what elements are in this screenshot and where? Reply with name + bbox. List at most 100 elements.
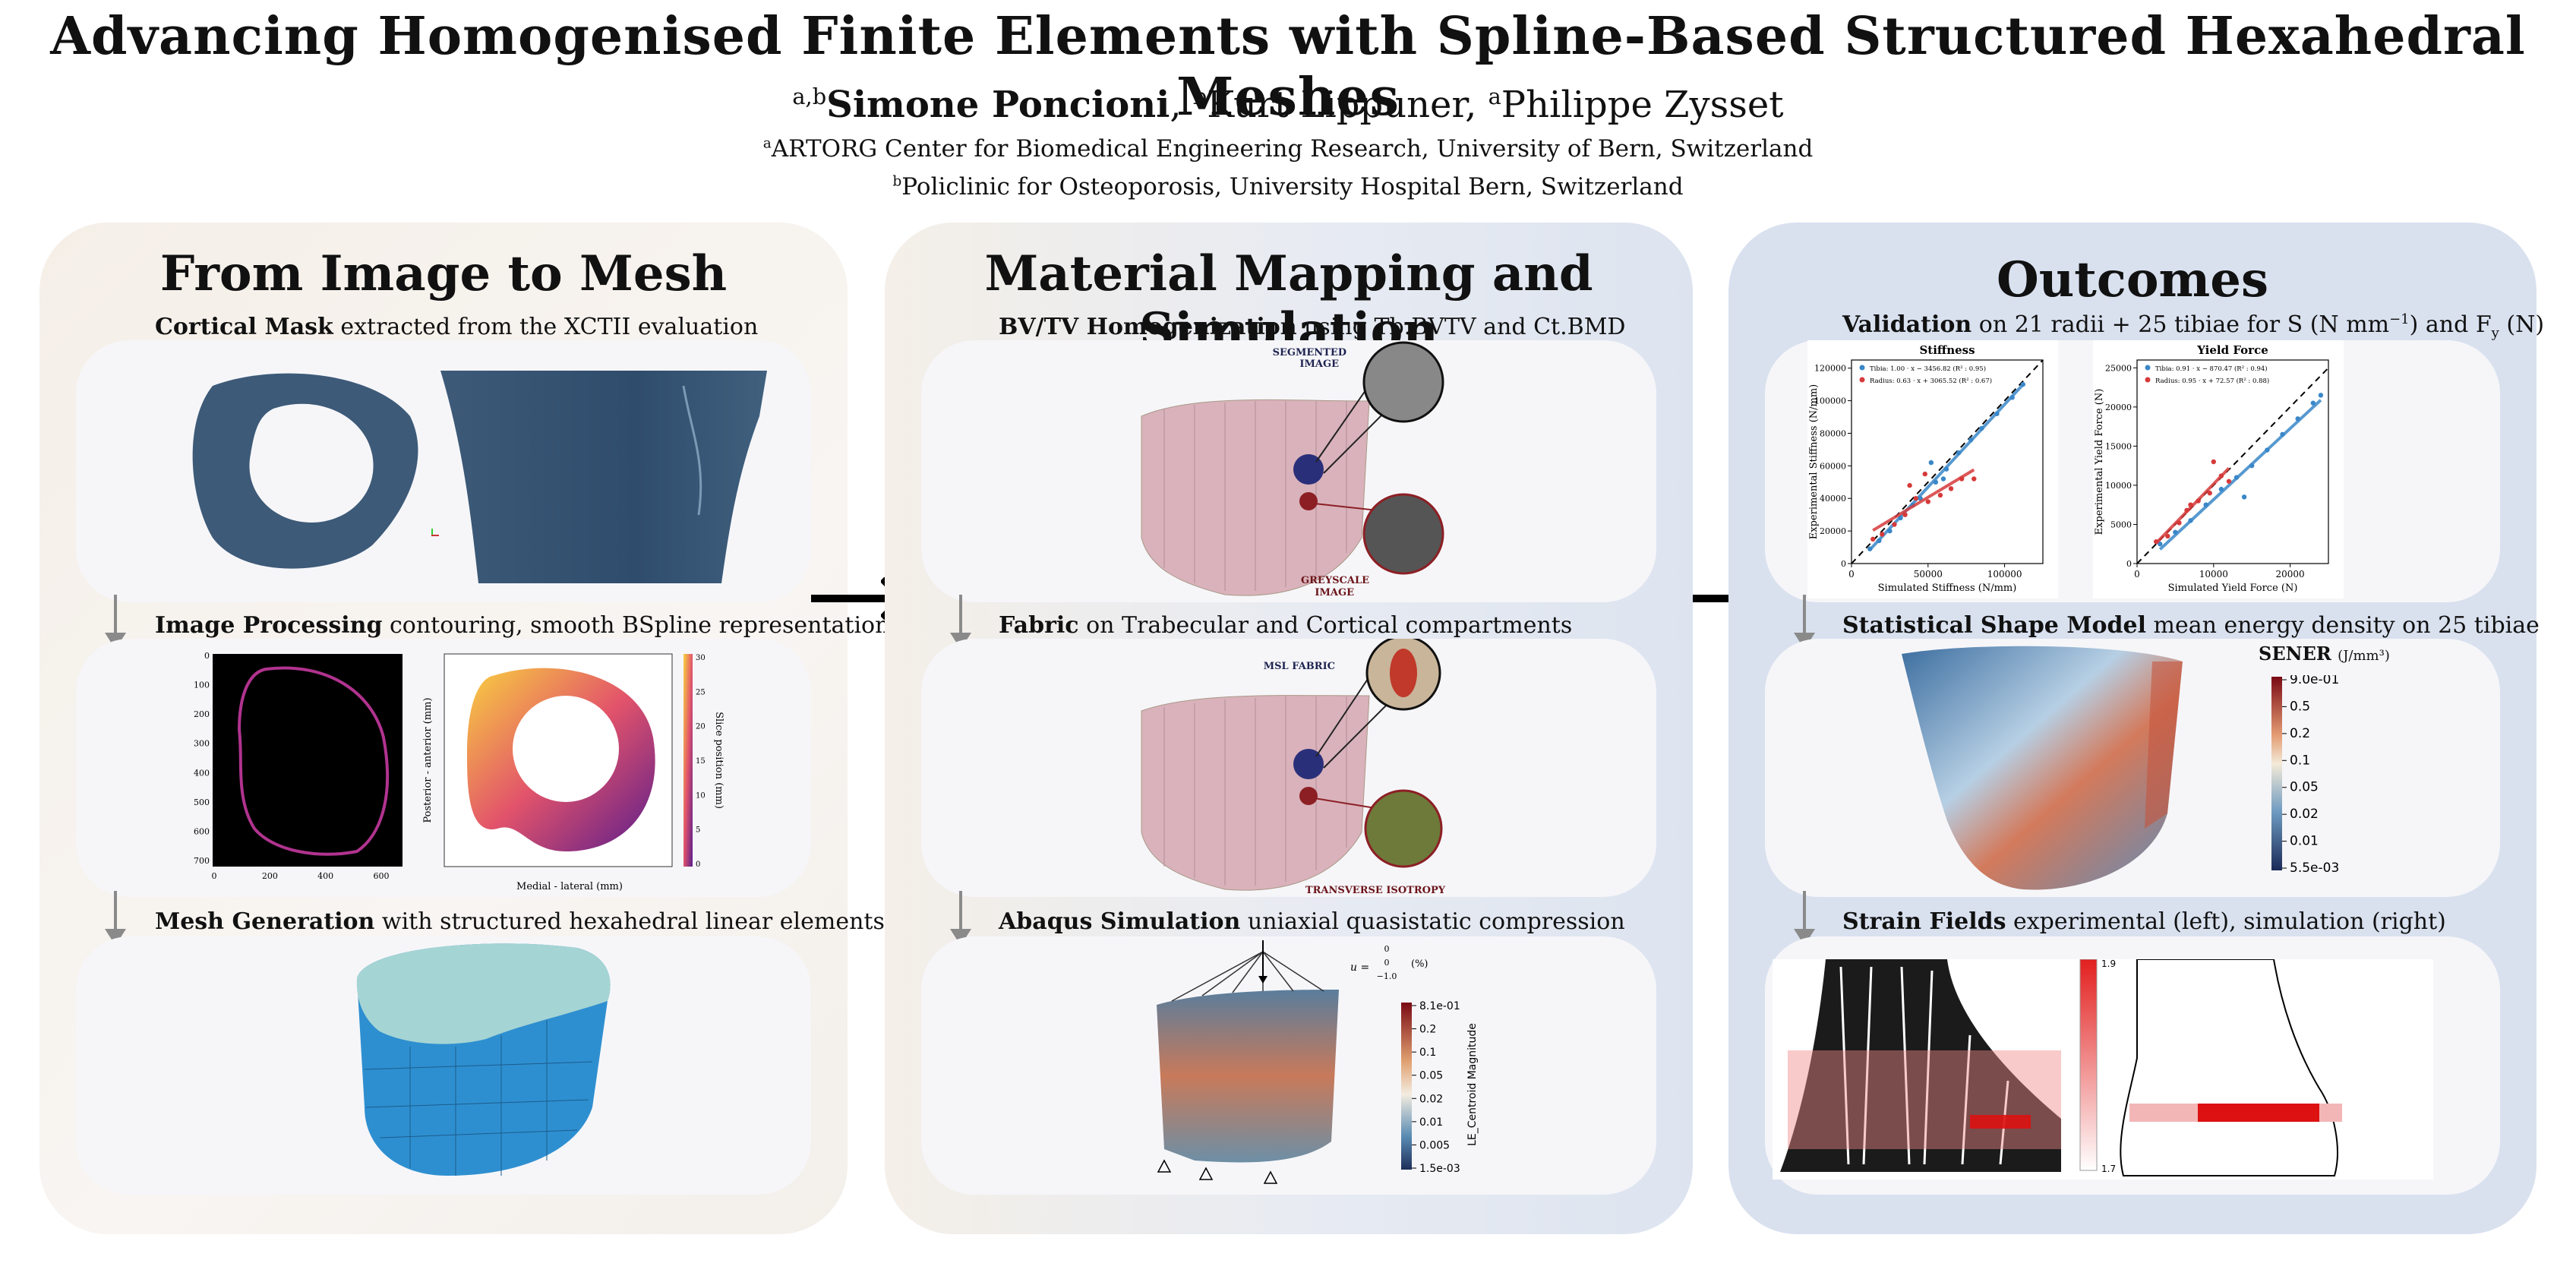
panel-outcomes: Outcomes Validation on 21 radii + 25 tib…	[1728, 223, 2544, 1234]
x-axis-label: Simulated Stiffness (N/mm)	[1878, 583, 2017, 594]
flow-arrow-down	[1794, 595, 1815, 649]
data-point	[1913, 496, 1918, 501]
data-point	[1971, 476, 1977, 482]
caption-text-2: ) and F	[2409, 311, 2492, 338]
data-point	[1943, 466, 1949, 472]
section-caption-ssm: Statistical Shape Model mean energy dens…	[1842, 612, 2540, 639]
panel-transition-arrow	[811, 595, 910, 602]
affiliation-b-text: Policlinic for Osteoporosis, University …	[901, 173, 1684, 201]
legend-entry: Tibia: 0.91 · x − 870.47 (R² : 0.94)	[2155, 365, 2268, 373]
caption-text: on Trabecular and Cortical compartments	[1078, 612, 1573, 639]
colorbar-tick-label: 0.1	[1419, 1047, 1436, 1059]
label-segmented-line1: SEGMENTED	[1273, 347, 1346, 358]
sener-unit: (J/mm³)	[2338, 648, 2390, 664]
data-point	[1867, 546, 1873, 551]
poster-title: Advancing Homogenised Finite Elements wi…	[50, 6, 2526, 128]
card-mesh-generation	[76, 936, 811, 1195]
y-tick-label: 300	[194, 739, 210, 749]
affiliation-a: aARTORG Center for Biomedical Engineerin…	[0, 135, 2576, 163]
card-bvtv-homogenization: SEGMENTED IMAGE GREYSCALE IMAGE	[921, 340, 1656, 602]
data-point	[1956, 450, 1962, 456]
author1-affiliation-mark: a,b	[792, 84, 827, 109]
data-point	[2249, 463, 2255, 469]
caption-bold: Image Processing	[155, 612, 383, 639]
data-point	[2158, 542, 2163, 547]
bc-vector-0: 0	[1384, 944, 1390, 954]
author-list: a,bSimone Poncioni, bKurt Lippuner, aPhi…	[792, 84, 1784, 126]
sener-label: SENER	[2259, 643, 2331, 665]
data-point	[1892, 522, 1897, 527]
data-point	[1959, 476, 1965, 482]
data-point	[1877, 538, 1882, 544]
section-caption-fabric: Fabric on Trabecular and Cortical compar…	[999, 612, 1572, 639]
chart-title: Yield Force	[2196, 343, 2268, 357]
data-point	[1880, 532, 1885, 537]
colorbar-tick-label: 20	[696, 723, 706, 731]
data-point	[1870, 536, 1876, 542]
y-tick-label: 0	[1841, 559, 1846, 569]
data-point	[2188, 502, 2193, 507]
ssm-energy-density-image	[1902, 646, 2183, 890]
data-point	[2211, 459, 2216, 465]
legend-entry: Radius: 0.95 · x + 72.57 (R² : 0.88)	[2155, 377, 2269, 385]
data-point	[1968, 437, 1974, 443]
y-tick-label: 0	[204, 651, 210, 661]
regression-line	[1872, 468, 1975, 532]
x-tick-label: 0	[212, 871, 217, 881]
data-point	[1940, 476, 1946, 482]
data-point	[2280, 431, 2285, 437]
contour-plot-y-ticks: 0 100 200 300 400 500 600 700	[194, 651, 210, 866]
card-image-processing: 0 100 200 300 400 500 600 700 0 200 400 600 Medial…	[76, 639, 811, 897]
caption-bold: Abaqus Simulation	[999, 908, 1241, 935]
caption-text: experimental (left), simulation (right)	[2006, 908, 2446, 935]
panel-material-mapping: Material Mapping and Simulation BV/TV Ho…	[885, 223, 1693, 1234]
data-point	[1922, 471, 1927, 477]
identity-line	[1851, 359, 2044, 564]
label-greyscale-line2: IMAGE	[1315, 587, 1354, 598]
cortical-mask-surface-image	[440, 371, 767, 583]
colorbar-tick-label: 1.5e-03	[1419, 1163, 1460, 1175]
fabric-mesh-illustration: MSL FABRIC TRANSVERSE ISOTROPY	[1141, 639, 1446, 896]
data-point	[2203, 502, 2208, 507]
panel-title: Outcomes	[1997, 251, 2268, 308]
stiffness-scatter-chart: Stiffness 0 50000 100000 0 20000 40000 60000 800…	[1807, 340, 2058, 598]
bspline-colorbar-ticks: 30 25 20 15 10 5 0	[696, 654, 706, 869]
legend-marker	[2145, 365, 2151, 371]
caption-text: contouring, smooth BSpline representatio…	[382, 612, 890, 639]
data-point	[2241, 494, 2247, 500]
data-point	[2265, 447, 2270, 453]
data-point	[2165, 533, 2170, 539]
data-point	[2226, 478, 2232, 484]
colorbar-tick-label: 0.01	[1419, 1116, 1443, 1129]
colorbar-tick-label: 0.5	[2290, 699, 2310, 714]
data-point	[2154, 538, 2159, 545]
sener-colorbar: 9.0e-01 0.5 0.2 0.1 0.05 0.02 0.01 5.5e-03	[2271, 675, 2339, 876]
panel-title: From Image to Mesh	[159, 245, 728, 302]
y-tick-label: 500	[194, 797, 210, 807]
bspline-y-label: Posterior - anterior (mm)	[422, 697, 434, 823]
x-tick-label: 400	[317, 871, 333, 881]
data-point	[2207, 491, 2212, 496]
flow-arrow-down	[950, 595, 971, 649]
y-axis-label: Experimental Stiffness (N/mm)	[1808, 384, 1820, 539]
x-axis-label: Simulated Yield Force (N)	[2168, 583, 2298, 594]
x-tick-label: 20000	[2276, 569, 2305, 579]
bc-vector-1: 0	[1384, 958, 1390, 968]
caption-subscript: y	[2491, 325, 2499, 341]
x-tick-label: 0	[2134, 569, 2140, 579]
chart-background	[2093, 340, 2344, 598]
data-point	[1887, 528, 1893, 534]
data-point	[1925, 499, 1930, 504]
data-point	[2295, 416, 2300, 422]
y-tick-label: 700	[194, 856, 210, 866]
bc-vector-2: −1.0	[1377, 971, 1397, 981]
label-greyscale-line1: GREYSCALE	[1301, 575, 1369, 586]
data-point	[2020, 381, 2025, 387]
data-point	[1933, 479, 1939, 485]
data-point	[2177, 520, 2182, 526]
y-tick-label: 100000	[1814, 396, 1846, 406]
label-segmented-line2: IMAGE	[1299, 358, 1339, 370]
chart-title: Stiffness	[1919, 343, 1975, 357]
data-point	[1948, 486, 1954, 491]
section-caption-image-processing: Image Processing contouring, smooth BSpl…	[155, 612, 889, 639]
